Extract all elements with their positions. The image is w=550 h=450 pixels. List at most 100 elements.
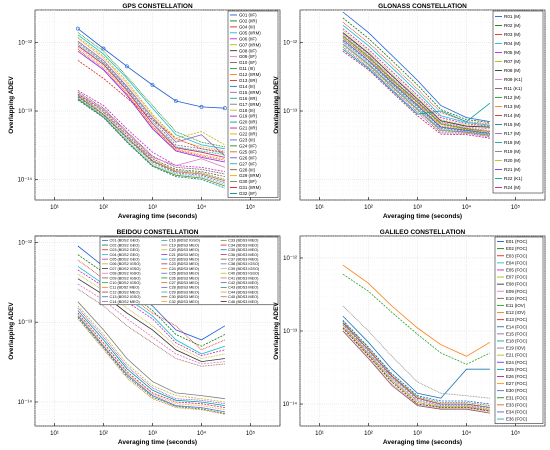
legend-entry: C06 (BDS2 IGSO) (102, 262, 141, 266)
legend: E01 (FOC) E02 (FOC) E03 (FOC) E04 (FOC) E05 … (494, 236, 544, 424)
legend-label: G10 (IIF) (239, 60, 257, 65)
x-axis-label: Averaging time (seconds) (383, 439, 462, 446)
legend-label: E12 (IOV) (506, 310, 526, 315)
legend-label: G09 (IIF) (239, 54, 257, 59)
legend-label: E08 (FOC) (506, 282, 528, 287)
legend-label: E05 (FOC) (506, 268, 528, 273)
y-tick-label: 10⁻¹⁴ (283, 401, 298, 408)
series-line (342, 38, 490, 134)
legend-label: C09 (BDS2 IGSO) (110, 276, 142, 280)
legend-label: R07 (M) (504, 59, 521, 64)
series-line (77, 312, 225, 408)
legend-entry: R20 (M) (495, 158, 521, 163)
legend-label: C25 (BDS3 MEO) (169, 272, 200, 276)
x-tick-label: 10¹ (50, 431, 59, 437)
y-axis-label: Overlapping ADEV (8, 302, 15, 360)
legend-entry: C43 (BDS3 MEO) (220, 286, 259, 290)
y-tick-label: 10⁻¹³ (18, 109, 32, 115)
legend: R01 (M) R02 (M) R03 (M) R04 (M) R05 (M) R07 (… (492, 10, 544, 194)
legend-label: C28 (BDS3 MEO) (169, 286, 200, 290)
x-tick-label: 10⁵ (246, 204, 256, 211)
legend-entry: E36 (FOC) (497, 417, 528, 422)
legend-label: C32 (BDS3 MEO) (169, 300, 200, 304)
legend-label: R01 (M) (504, 14, 521, 19)
legend-label: E01 (FOC) (506, 239, 528, 244)
legend-label: E07 (FOC) (506, 275, 528, 280)
legend-entry: C04 (BDS2 GEO) (102, 253, 140, 257)
legend-entry: C20 (BDS3 MEO) (161, 248, 200, 252)
legend-entry: G20 (IIR) (230, 120, 258, 125)
legend-entry: R18 (M) (495, 140, 521, 145)
legend-label: G12 (IIRM) (239, 72, 261, 77)
legend-entry: G11 (III) (230, 66, 255, 71)
chart-panel-3: 10¹ 10² 10³ 10⁴ 10⁵ 10⁻¹⁴ 10⁻¹³ 10⁻¹² BEIDOU CON… (8, 229, 281, 446)
x-tick-label: 10⁴ (462, 204, 472, 211)
legend-label: G04 (III) (239, 24, 256, 29)
legend-entry: G04 (III) (230, 24, 256, 29)
legend-entry: G23 (III) (230, 138, 256, 143)
legend-label: C27 (BDS3 MEO) (169, 281, 200, 285)
legend-entry: C45 (BDS3 MEO) (220, 295, 259, 299)
legend-entry: R22 (K1) (495, 176, 523, 181)
legend-entry: G32 (IIF) (230, 191, 257, 196)
legend-entry: C21 (BDS3 MEO) (161, 253, 200, 257)
series-line (342, 35, 490, 132)
legend-label: R12 (M) (504, 95, 521, 100)
legend-entry: G19 (IIR) (230, 114, 258, 119)
x-tick-label: 10³ (148, 205, 157, 211)
x-tick-label: 10³ (413, 431, 422, 437)
data-point (75, 26, 80, 31)
data-point (101, 46, 106, 51)
legend-entry: E24 (FOC) (497, 360, 528, 365)
legend-label: E31 (FOC) (506, 395, 528, 400)
legend-entry: C40 (BDS3 IGSO) (220, 272, 260, 276)
legend-label: G01 (IIF) (239, 13, 257, 18)
series-lines (342, 11, 491, 139)
series-line (342, 330, 490, 414)
legend-label: R15 (M) (504, 122, 521, 127)
legend-entry: C26 (BDS3 MEO) (161, 276, 200, 280)
legend-entry: R09 (K1) (495, 77, 523, 82)
series-line (77, 301, 225, 400)
series-line (77, 93, 226, 168)
legend-label: G14 (III) (239, 84, 256, 89)
legend-label: C42 (BDS3 MEO) (228, 281, 259, 285)
legend-label: R13 (M) (504, 104, 521, 109)
legend-entry: E09 (FOC) (497, 289, 528, 294)
legend-label: G15 (IIRM) (239, 90, 261, 95)
legend-label: R05 (M) (504, 50, 521, 55)
legend-entry: E13 (FOC) (497, 317, 528, 322)
legend-entry: C23 (BDS3 MEO) (161, 262, 200, 266)
series-lines (342, 264, 491, 414)
y-tick-label: 10⁻¹² (283, 41, 297, 47)
legend-label: R17 (M) (504, 131, 521, 136)
y-tick-label: 10⁻¹⁴ (18, 399, 33, 406)
x-tick-label: 10² (99, 205, 108, 211)
legend-label: R04 (M) (504, 41, 521, 46)
legend-entry: C28 (BDS3 MEO) (161, 286, 200, 290)
x-tick-label: 10¹ (315, 205, 324, 211)
legend-label: C40 (BDS3 IGSO) (228, 272, 260, 276)
y-tick-label: 10⁻¹³ (283, 329, 297, 335)
legend-entry: E05 (FOC) (497, 268, 528, 273)
series-line (77, 94, 225, 177)
x-axis-label: Averaging time (seconds) (383, 213, 462, 220)
legend-entry: R14 (M) (495, 113, 521, 118)
legend-label: R14 (M) (504, 113, 521, 118)
x-tick-label: 10⁵ (511, 430, 521, 437)
series-line (77, 50, 225, 163)
legend: G01 (IIF)G02 (IIR)G04 (III)G05 (IIRM)G06… (227, 10, 279, 198)
legend-entry: E04 (FOC) (497, 260, 528, 265)
legend-entry: G30 (IIF) (230, 179, 257, 184)
legend-entry: E19 (IOV) (497, 346, 526, 351)
series-line (77, 307, 225, 405)
legend-label: R09 (K1) (504, 77, 523, 82)
legend-entry: R02 (M) (495, 23, 521, 28)
legend-label: C26 (BDS3 MEO) (169, 276, 200, 280)
series-line (342, 28, 490, 127)
legend-entry: E34 (FOC) (497, 410, 528, 415)
legend-entry: E12 (IOV) (497, 310, 526, 315)
legend-entry: C44 (BDS3 MEO) (220, 290, 259, 294)
legend-label: E26 (FOC) (506, 374, 528, 379)
